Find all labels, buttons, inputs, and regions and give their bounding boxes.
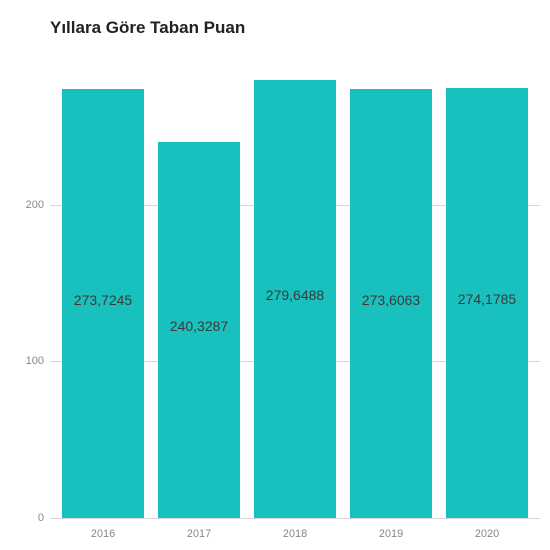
bar: 273,6063 — [350, 89, 433, 518]
bar: 273,7245 — [62, 89, 145, 518]
bars-group: 273,7245 240,3287 279,6488 273,6063 274,1785 — [50, 48, 540, 518]
gridline — [50, 518, 540, 519]
x-axis-labels: 20162017201820192020 — [50, 528, 540, 540]
bar: 240,3287 — [158, 142, 241, 519]
plot-area: 0100200 273,7245240,3287279,6488273,6063… — [50, 48, 540, 518]
bar-slot: 240,3287 — [151, 48, 247, 518]
y-tick-label: 200 — [10, 199, 44, 211]
bar-slot: 273,7245 — [55, 48, 151, 518]
bar-chart: Yıllara Göre Taban Puan 0 100 200 273,7245… — [0, 0, 550, 550]
bar-slot: 273,6063 — [343, 48, 439, 518]
bar-value-label: 240,3287 — [158, 318, 241, 334]
bar-slot: 279,6488 — [247, 48, 343, 518]
bar: 274,1785 — [446, 88, 529, 518]
chart-title: Yıllara Göre Taban Puan — [50, 18, 540, 38]
y-tick-label: 100 — [10, 355, 44, 367]
bar-value-label: 274,1785 — [446, 291, 529, 307]
x-tick-label: 2018 — [247, 528, 343, 540]
bar-value-label: 273,7245 — [62, 292, 145, 308]
x-tick-label: 2017 — [151, 528, 247, 540]
bar-value-label: 279,6488 — [254, 287, 337, 303]
x-tick-label: 2020 — [439, 528, 535, 540]
x-tick-label: 2016 — [55, 528, 151, 540]
y-tick-label: 0 — [10, 512, 44, 524]
bar-slot: 274,1785 — [439, 48, 535, 518]
x-tick-label: 2019 — [343, 528, 439, 540]
bar-value-label: 273,6063 — [350, 292, 433, 308]
bar: 279,6488 — [254, 80, 337, 518]
